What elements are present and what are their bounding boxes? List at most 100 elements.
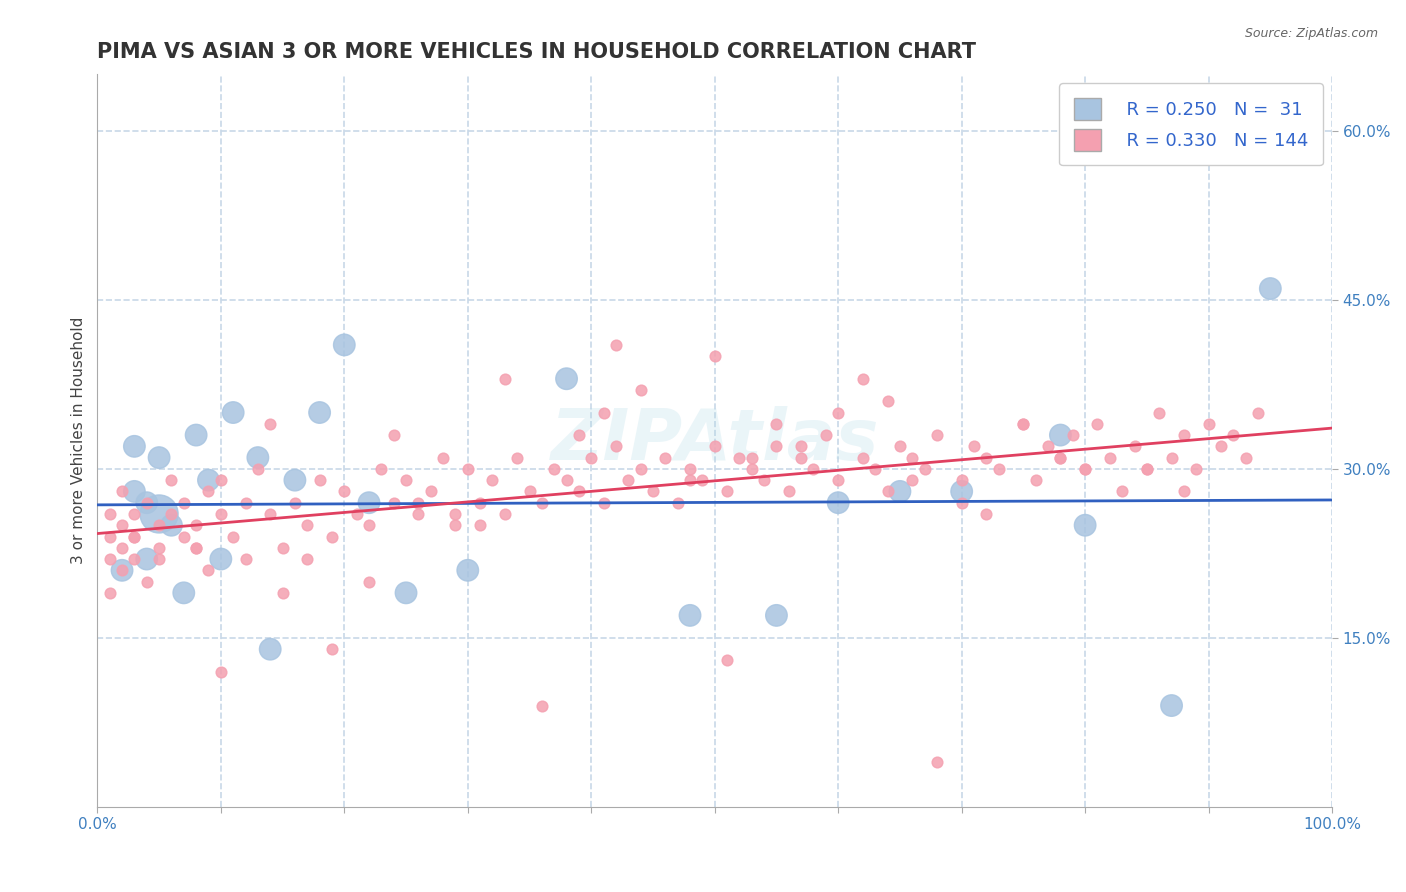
Point <box>976 450 998 465</box>
Point <box>654 450 676 465</box>
Point <box>481 473 503 487</box>
Point <box>530 698 553 713</box>
Point <box>592 405 614 419</box>
Point <box>444 518 467 533</box>
Point <box>135 496 157 510</box>
Point <box>1087 417 1109 431</box>
Point <box>98 507 121 521</box>
Point <box>419 484 441 499</box>
Point <box>692 473 714 487</box>
Point <box>1136 462 1159 476</box>
Point <box>209 507 232 521</box>
Point <box>222 405 245 419</box>
Point <box>494 372 516 386</box>
Point <box>581 450 603 465</box>
Point <box>1012 417 1035 431</box>
Point <box>568 428 591 442</box>
Point <box>297 518 319 533</box>
Point <box>160 507 183 521</box>
Text: ZIPAtlas: ZIPAtlas <box>551 406 879 475</box>
Point <box>630 383 652 397</box>
Point <box>271 586 294 600</box>
Point <box>1098 450 1121 465</box>
Point <box>111 484 134 499</box>
Point <box>197 563 219 577</box>
Point <box>1036 439 1059 453</box>
Point <box>408 507 430 521</box>
Point <box>259 507 281 521</box>
Point <box>357 496 380 510</box>
Point <box>197 473 219 487</box>
Point <box>308 473 330 487</box>
Point <box>271 541 294 555</box>
Point <box>408 496 430 510</box>
Point <box>98 529 121 543</box>
Point <box>950 496 973 510</box>
Point <box>914 462 936 476</box>
Point <box>901 450 924 465</box>
Point <box>987 462 1010 476</box>
Point <box>173 586 195 600</box>
Point <box>1222 428 1244 442</box>
Point <box>124 484 146 499</box>
Point <box>222 529 245 543</box>
Y-axis label: 3 or more Vehicles in Household: 3 or more Vehicles in Household <box>72 317 86 565</box>
Point <box>321 529 343 543</box>
Point <box>901 473 924 487</box>
Point <box>765 608 787 623</box>
Point <box>852 450 875 465</box>
Point <box>790 439 813 453</box>
Point <box>124 439 146 453</box>
Point <box>259 642 281 657</box>
Point <box>98 552 121 566</box>
Point <box>1049 428 1071 442</box>
Point <box>457 462 479 476</box>
Point <box>246 462 269 476</box>
Point <box>235 496 257 510</box>
Point <box>1111 484 1133 499</box>
Point <box>1260 281 1282 295</box>
Point <box>1074 518 1097 533</box>
Point <box>370 462 392 476</box>
Point <box>765 439 787 453</box>
Point <box>184 428 207 442</box>
Point <box>555 372 578 386</box>
Point <box>728 450 751 465</box>
Point <box>357 518 380 533</box>
Point <box>889 439 911 453</box>
Point <box>605 338 627 352</box>
Point <box>827 496 849 510</box>
Text: Source: ZipAtlas.com: Source: ZipAtlas.com <box>1244 27 1378 40</box>
Point <box>1062 428 1084 442</box>
Point <box>925 755 948 769</box>
Point <box>184 541 207 555</box>
Point <box>803 462 825 476</box>
Point <box>235 552 257 566</box>
Point <box>1123 439 1146 453</box>
Point <box>457 563 479 577</box>
Point <box>679 462 702 476</box>
Point <box>641 484 664 499</box>
Point <box>1049 450 1071 465</box>
Point <box>605 439 627 453</box>
Point <box>246 450 269 465</box>
Point <box>284 473 307 487</box>
Point <box>1173 484 1195 499</box>
Point <box>432 450 454 465</box>
Point <box>752 473 775 487</box>
Point <box>148 541 170 555</box>
Point <box>124 552 146 566</box>
Point <box>382 428 405 442</box>
Point <box>395 586 418 600</box>
Point <box>741 462 763 476</box>
Point <box>1012 417 1035 431</box>
Legend:   R = 0.250   N =  31,   R = 0.330   N = 144: R = 0.250 N = 31, R = 0.330 N = 144 <box>1059 84 1323 165</box>
Point <box>308 405 330 419</box>
Point <box>1147 405 1170 419</box>
Point <box>1074 462 1097 476</box>
Point <box>357 574 380 589</box>
Point <box>184 541 207 555</box>
Point <box>160 518 183 533</box>
Point <box>1025 473 1047 487</box>
Point <box>111 541 134 555</box>
